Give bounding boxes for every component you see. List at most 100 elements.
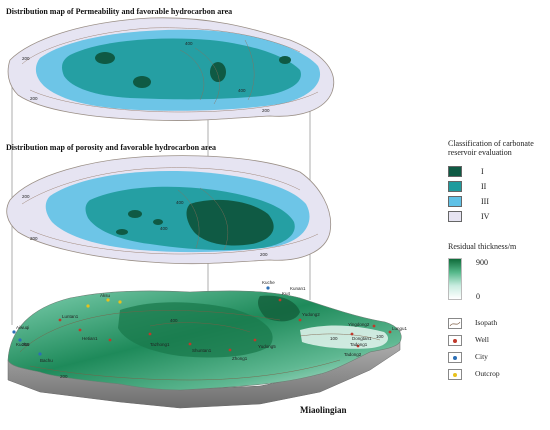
map-panels: 200 200 400 200 400 200 400 400 200 bbox=[6, 17, 408, 409]
bottom-panel-title: Miaolingian bbox=[300, 405, 347, 415]
contour-label: 200 bbox=[22, 194, 30, 199]
thick-zone bbox=[118, 302, 273, 358]
permeability-class-I-zone bbox=[279, 56, 291, 64]
place-label: Aiwuqi bbox=[16, 325, 29, 330]
outcrop-marker bbox=[118, 300, 122, 304]
well-marker bbox=[108, 338, 112, 342]
contour-label: 100 bbox=[330, 336, 338, 341]
contour-label: 400 bbox=[176, 200, 184, 205]
contour-label: 200 bbox=[22, 56, 30, 61]
contour-label: 200 bbox=[262, 108, 270, 113]
well-marker bbox=[228, 348, 232, 352]
well-marker bbox=[350, 332, 354, 336]
thick-zone bbox=[258, 295, 300, 322]
contour-label: 200 bbox=[60, 374, 68, 379]
outcrop-marker bbox=[86, 304, 90, 308]
place-label: Zhong1 bbox=[232, 356, 248, 361]
contour-label: 200 bbox=[22, 342, 30, 347]
thickness-isopaths bbox=[19, 310, 381, 381]
place-label: Tadong1 bbox=[350, 342, 368, 347]
well-marker bbox=[253, 338, 257, 342]
contour-label: 400 bbox=[160, 226, 168, 231]
class-I-swatch bbox=[448, 166, 462, 177]
place-label: Kunan1 bbox=[290, 286, 306, 291]
place-label: Luntan1 bbox=[62, 314, 79, 319]
place-label: Tazhong1 bbox=[150, 342, 170, 347]
well-marker bbox=[78, 328, 82, 332]
well-marker bbox=[372, 324, 376, 328]
class-III-label: III bbox=[481, 197, 489, 206]
permeability-class-I-zone bbox=[210, 62, 226, 82]
well-label: Well bbox=[475, 335, 489, 344]
outcrop-label: Outcrop bbox=[475, 369, 500, 378]
well-marker bbox=[188, 342, 192, 346]
city-marker bbox=[266, 286, 270, 290]
city-icon bbox=[448, 352, 462, 363]
contour-label: 200 bbox=[30, 96, 38, 101]
city-marker bbox=[18, 338, 22, 342]
contour-label: 100 bbox=[376, 334, 384, 339]
permeability-map-title: Distribution map of Permeability and fav… bbox=[6, 7, 233, 16]
well-marker bbox=[298, 318, 302, 322]
contour-label: 400 bbox=[238, 88, 246, 93]
isopath-label: Isopath bbox=[475, 318, 498, 327]
outcrop-marker bbox=[106, 298, 110, 302]
outcrop-icon bbox=[448, 369, 462, 380]
well-marker bbox=[278, 298, 282, 302]
place-label: Yudong5 bbox=[258, 344, 276, 349]
place-labels: Aksu Kuche Ku4 Aiwuqi Kucha Kunan1 Yudon… bbox=[16, 280, 408, 363]
place-label: Lungu1 bbox=[392, 326, 408, 331]
permeability-map: 200 200 400 200 400 bbox=[7, 17, 334, 121]
well-marker bbox=[356, 344, 360, 348]
place-label: Shuntan1 bbox=[192, 348, 212, 353]
class-III-swatch bbox=[448, 196, 462, 207]
city-label: City bbox=[475, 352, 488, 361]
class-II-swatch bbox=[448, 181, 462, 192]
well-marker bbox=[58, 318, 62, 322]
isopath-icon bbox=[448, 318, 462, 329]
permeability-class-II bbox=[62, 38, 301, 100]
contour-label: 200 bbox=[30, 236, 38, 241]
place-label: Ku4 bbox=[282, 291, 291, 296]
thickness-max-label: 900 bbox=[476, 258, 488, 267]
city-marker bbox=[12, 330, 16, 334]
porosity-class-I-zone bbox=[116, 229, 128, 235]
place-label: Yudong2 bbox=[302, 312, 320, 317]
well-icon bbox=[448, 335, 462, 346]
class-I-label: I bbox=[481, 167, 484, 176]
porosity-map: 200 400 400 200 200 bbox=[6, 155, 332, 265]
permeability-class-I-zone bbox=[95, 52, 115, 64]
class-IV-swatch bbox=[448, 211, 462, 222]
porosity-map-title: Distribution map of porosity and favorab… bbox=[6, 143, 217, 152]
contour-label: 200 bbox=[260, 252, 268, 257]
porosity-class-I-zone bbox=[128, 210, 142, 218]
place-label: Bachu bbox=[40, 358, 53, 363]
place-label: Dongtan1 bbox=[352, 336, 372, 341]
place-label: Kuche bbox=[262, 280, 275, 285]
well-marker bbox=[148, 332, 152, 336]
thickness-legend-title: Residual thickness/m bbox=[448, 242, 517, 251]
thin-zone bbox=[300, 325, 388, 349]
class-IV-label: IV bbox=[481, 212, 490, 221]
porosity-class-I-zone bbox=[153, 219, 163, 225]
place-label: Hetian1 bbox=[82, 336, 98, 341]
thickness-color-ramp bbox=[448, 258, 462, 300]
contour-label: 400 bbox=[170, 318, 178, 323]
place-label: Aksu bbox=[100, 293, 111, 298]
contour-label: 400 bbox=[185, 41, 193, 46]
city-marker bbox=[38, 352, 42, 356]
thickness-block: 200 200 400 100 100 bbox=[7, 280, 408, 409]
place-label: Tadong2 bbox=[344, 352, 362, 357]
permeability-class-I-zone bbox=[133, 76, 151, 88]
place-label: Yingdong2 bbox=[348, 322, 370, 327]
porosity-isopaths bbox=[21, 167, 319, 255]
class-II-label: II bbox=[481, 182, 487, 191]
well-marker bbox=[388, 330, 392, 334]
porosity-class-I-zone bbox=[186, 199, 274, 246]
thickness-min-label: 0 bbox=[476, 292, 480, 301]
place-label: Kucha bbox=[16, 342, 29, 347]
map-markers bbox=[12, 286, 392, 356]
permeability-isopaths bbox=[21, 27, 319, 113]
classification-legend-title: Classification of carbonate reservoir ev… bbox=[448, 139, 534, 157]
